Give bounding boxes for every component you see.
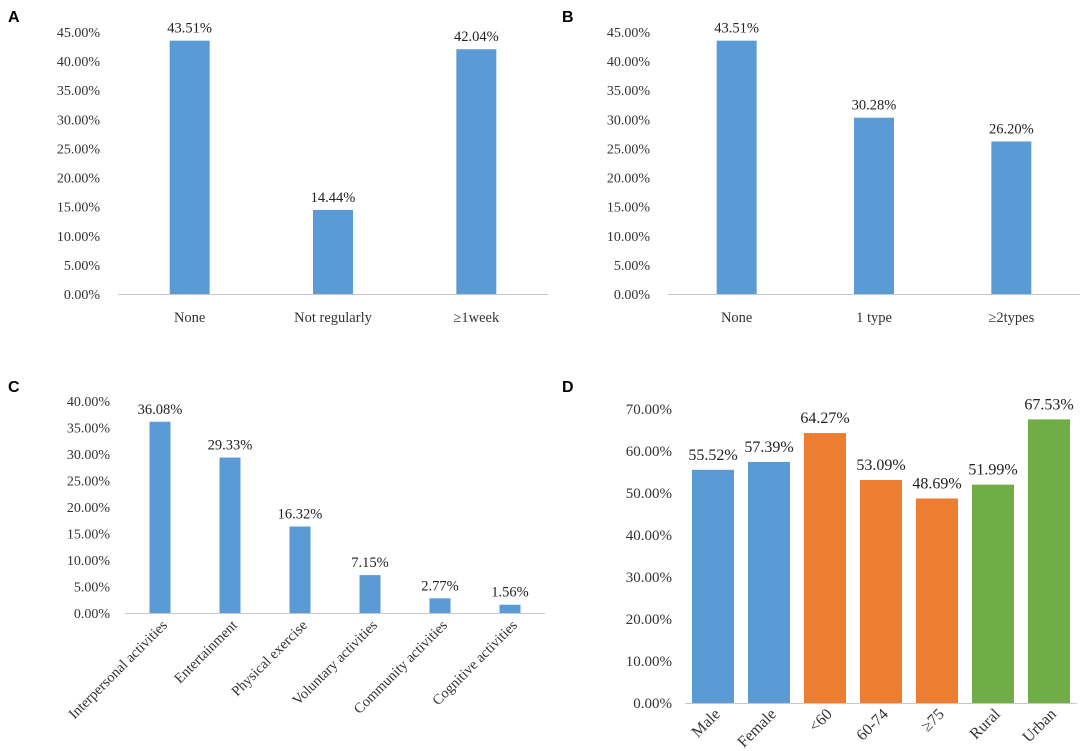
panel-d-y-tick: 70.00%	[626, 402, 672, 418]
panel-d-bar	[916, 498, 958, 703]
panel-a-chart: 0.00% 5.00% 10.00% 15.00% 20.00% 25.00% 30.00%…	[57, 21, 548, 326]
panel-a-y-tick: 30.00%	[57, 113, 101, 128]
panel-a-category-label: None	[174, 310, 205, 326]
panel-b-bar	[854, 117, 894, 294]
panel-d-bar	[804, 433, 846, 703]
panel-d-bar	[972, 484, 1014, 703]
panel-d-category-label: 60-74	[853, 706, 891, 744]
panel-b-y-tick: 15.00%	[607, 201, 651, 216]
panel-a-y-tick: 15.00%	[57, 201, 101, 216]
panel-c-data-label: 2.77%	[421, 578, 458, 594]
panel-c-data-label: 7.15%	[351, 555, 388, 571]
panel-b-bar	[716, 40, 757, 294]
panel-a-y-tick: 10.00%	[57, 230, 101, 245]
panel-d-bar	[748, 461, 790, 703]
panel-a-y-tick: 5.00%	[64, 259, 101, 274]
panel-b-y-tick: 30.00%	[607, 113, 651, 128]
panel-d-category-label: ≥75	[918, 706, 948, 736]
panel-c-y-tick: 20.00%	[67, 501, 111, 516]
panel-a-bar	[169, 40, 210, 294]
panel-c-data-label: 1.56%	[491, 585, 528, 601]
panel-b-category-label: 1 type	[856, 310, 892, 326]
panel-a-data-label: 42.04%	[454, 29, 499, 45]
panel-d-data-label: 55.52%	[688, 447, 737, 464]
panel-d-y-tick: 50.00%	[626, 486, 672, 502]
panel-b-y-tick: 40.00%	[607, 55, 651, 70]
panel-c-category-label: Entertainment	[171, 618, 240, 687]
panel-c-bar	[289, 526, 311, 613]
panel-d-category-label: <60	[806, 706, 836, 736]
panel-d-data-label: 67.53%	[1024, 396, 1073, 413]
panel-a-y-tick: 40.00%	[57, 55, 101, 70]
panel-d-category-label: Female	[735, 706, 780, 751]
panel-a-data-label: 14.44%	[311, 190, 356, 206]
panel-d-y-tick: 20.00%	[626, 612, 672, 628]
panel-c-bar	[359, 575, 381, 613]
panel-d-y-tick: 60.00%	[626, 444, 672, 460]
panel-a-y-tick: 45.00%	[57, 26, 101, 41]
panel-c-y-tick: 30.00%	[67, 448, 111, 463]
panel-letter-b: B	[562, 9, 574, 26]
panel-c-bar	[499, 604, 521, 613]
panel-d-category-label: Urban	[1020, 706, 1060, 746]
panel-d-category-label: Rural	[967, 705, 1005, 743]
panel-a-category-label: ≥1week	[453, 310, 500, 326]
panel-d-data-label: 53.09%	[856, 457, 905, 474]
panel-d-data-label: 57.39%	[744, 439, 793, 456]
panel-d-bar	[692, 469, 734, 703]
panel-b-y-tick: 20.00%	[607, 172, 651, 187]
panel-a-y-tick: 20.00%	[57, 172, 101, 187]
panel-d-y-tick: 10.00%	[626, 654, 672, 670]
panel-d-chart: 0.00% 10.00% 20.00% 30.00% 40.00% 50.00% 60.00…	[626, 396, 1077, 751]
panel-b-data-label: 26.20%	[989, 121, 1034, 137]
panel-b-bar	[991, 141, 1032, 294]
panel-b-category-label: ≥2types	[988, 310, 1034, 326]
panel-b-y-tick: 45.00%	[607, 26, 651, 41]
panel-c-data-label: 36.08%	[138, 402, 183, 418]
panel-b-y-tick: 10.00%	[607, 230, 651, 245]
panel-c-y-tick: 40.00%	[67, 395, 111, 410]
panel-d-data-label: 48.69%	[912, 476, 961, 493]
panel-c-y-tick: 5.00%	[74, 581, 111, 596]
panel-b-y-tick: 0.00%	[614, 288, 651, 303]
panel-c-bar	[219, 457, 241, 613]
panel-c-y-tick: 15.00%	[67, 528, 111, 543]
panel-a-category-label: Not regularly	[294, 310, 372, 326]
panel-c-bar	[149, 421, 171, 613]
panel-b-data-label: 43.51%	[714, 21, 759, 37]
panel-a-y-tick: 0.00%	[64, 288, 101, 303]
panel-d-y-tick: 0.00%	[633, 696, 672, 712]
panel-d-y-tick: 40.00%	[626, 528, 672, 544]
panel-a-y-tick: 25.00%	[57, 142, 101, 157]
panel-d-bar	[860, 480, 902, 703]
panel-b-chart: 0.00% 5.00% 10.00% 15.00% 20.00% 25.00% 30.00%…	[607, 21, 1080, 326]
panel-c-y-tick: 10.00%	[67, 554, 111, 569]
panel-c-category-label: Interpersonal activities	[66, 617, 171, 722]
panel-letter-c: C	[8, 379, 20, 396]
panel-letter-d: D	[562, 379, 574, 396]
panel-c-y-tick: 0.00%	[74, 607, 111, 622]
panel-d-data-label: 64.27%	[800, 410, 849, 427]
panel-b-category-label: None	[721, 310, 752, 326]
panel-b-y-tick: 5.00%	[614, 259, 651, 274]
panel-c-chart: 0.00% 5.00% 10.00% 15.00% 20.00% 25.00% 30.00%…	[66, 395, 545, 722]
panel-c-y-tick: 35.00%	[67, 422, 111, 437]
panel-d-data-label: 51.99%	[968, 462, 1017, 479]
panel-b-y-tick: 35.00%	[607, 84, 651, 99]
panel-d-y-tick: 30.00%	[626, 570, 672, 586]
panel-letter-a: A	[8, 9, 20, 26]
panel-c-data-label: 29.33%	[208, 438, 253, 454]
panel-b-y-tick: 25.00%	[607, 142, 651, 157]
panel-b-data-label: 30.28%	[852, 98, 897, 114]
panel-d-bar	[1028, 419, 1070, 703]
panel-a-bar	[456, 49, 497, 294]
panel-c-y-tick: 25.00%	[67, 475, 111, 490]
panel-a-data-label: 43.51%	[167, 21, 212, 37]
panel-d-category-label: Male	[689, 706, 724, 741]
panel-c-data-label: 16.32%	[278, 507, 323, 523]
panel-a-y-tick: 35.00%	[57, 84, 101, 99]
panel-c-bar	[429, 598, 451, 613]
panel-a-bar	[313, 209, 353, 294]
